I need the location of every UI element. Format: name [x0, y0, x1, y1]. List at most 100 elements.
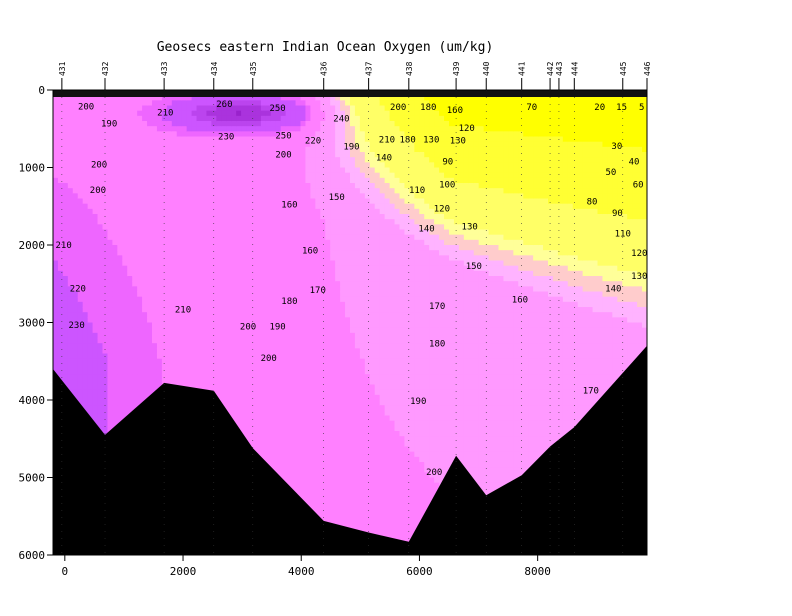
shading-cell	[78, 333, 84, 339]
shading-cell	[78, 178, 84, 184]
shading-cell	[296, 431, 302, 437]
shading-cell	[211, 323, 217, 329]
shading-cell	[73, 214, 79, 220]
shading-cell	[192, 131, 198, 137]
shading-cell	[320, 385, 326, 391]
shading-cell	[256, 214, 262, 220]
shading-cell	[142, 183, 148, 189]
shading-cell	[98, 364, 104, 370]
shading-cell	[202, 116, 208, 122]
shading-cell	[182, 178, 188, 184]
shading-cell	[305, 271, 311, 277]
shading-cell	[147, 379, 153, 385]
shading-cell	[211, 271, 217, 277]
shading-cell	[221, 250, 227, 256]
shading-cell	[315, 323, 321, 329]
shading-cell	[187, 271, 193, 277]
shading-cell	[266, 416, 272, 422]
shading-cell	[152, 214, 158, 220]
shading-cell	[167, 328, 173, 334]
shading-cell	[320, 276, 326, 282]
shading-cell	[296, 374, 302, 380]
shading-cell	[276, 374, 282, 380]
shading-cell	[266, 447, 272, 453]
shading-cell	[211, 214, 217, 220]
shading-cell	[192, 297, 198, 303]
shading-cell	[78, 121, 84, 127]
shading-cell	[310, 100, 316, 106]
shading-cell	[291, 173, 297, 179]
shading-cell	[301, 292, 307, 298]
shading-cell	[63, 188, 69, 194]
shading-cell	[142, 245, 148, 251]
shading-cell	[246, 131, 252, 137]
shading-cell	[231, 385, 237, 391]
shading-cell	[286, 193, 292, 199]
shading-cell	[53, 261, 59, 267]
shading-cell	[266, 204, 272, 210]
shading-cell	[162, 245, 168, 251]
shading-cell	[221, 111, 227, 117]
shading-cell	[315, 410, 321, 416]
shading-cell	[68, 359, 74, 365]
shading-cell	[256, 261, 262, 267]
shading-cell	[98, 219, 104, 225]
shading-cell	[261, 426, 267, 432]
shading-cell	[78, 147, 84, 153]
shading-cell	[226, 359, 232, 365]
shading-cell	[256, 379, 262, 385]
shading-cell	[172, 137, 178, 143]
shading-cell	[305, 219, 311, 225]
shading-cell	[221, 374, 227, 380]
shading-cell	[246, 281, 252, 287]
shading-cell	[315, 106, 321, 112]
shading-cell	[276, 219, 282, 225]
shading-cell	[182, 142, 188, 148]
shading-cell	[53, 312, 59, 318]
shading-cell	[315, 230, 321, 236]
shading-cell	[301, 297, 307, 303]
shading-cell	[291, 457, 297, 463]
shading-cell	[281, 431, 287, 437]
shading-cell	[305, 178, 311, 184]
shading-cell	[162, 204, 168, 210]
shading-cell	[296, 245, 302, 251]
shading-cell	[63, 261, 69, 267]
shading-cell	[266, 230, 272, 236]
shading-cell	[73, 209, 79, 215]
shading-cell	[167, 168, 173, 174]
shading-cell	[261, 431, 267, 437]
shading-cell	[122, 209, 128, 215]
shading-cell	[206, 374, 212, 380]
shading-cell	[127, 281, 133, 287]
shading-cell	[301, 219, 307, 225]
shading-cell	[107, 219, 113, 225]
shading-cell	[261, 421, 267, 427]
shading-cell	[271, 219, 277, 225]
shading-cell	[142, 307, 148, 313]
shading-cell	[157, 219, 163, 225]
shading-cell	[192, 162, 198, 168]
shading-cell	[271, 462, 277, 468]
shading-cell	[202, 333, 208, 339]
shading-cell	[310, 354, 316, 360]
shading-cell	[98, 390, 104, 396]
shading-cell	[325, 307, 331, 313]
shading-cell	[251, 100, 257, 106]
shading-cell	[206, 131, 212, 137]
shading-cell	[236, 121, 242, 127]
shading-cell	[142, 317, 148, 323]
shading-cell	[142, 116, 148, 122]
shading-cell	[152, 209, 158, 215]
shading-cell	[68, 131, 74, 137]
shading-cell	[286, 261, 292, 267]
shading-cell	[147, 271, 153, 277]
shading-cell	[147, 385, 153, 391]
shading-cell	[315, 343, 321, 349]
shading-cell	[152, 137, 158, 143]
shading-cell	[147, 240, 153, 246]
shading-cell	[251, 271, 257, 277]
shading-cell	[231, 369, 237, 375]
shading-cell	[320, 271, 326, 277]
shading-cell	[187, 178, 193, 184]
